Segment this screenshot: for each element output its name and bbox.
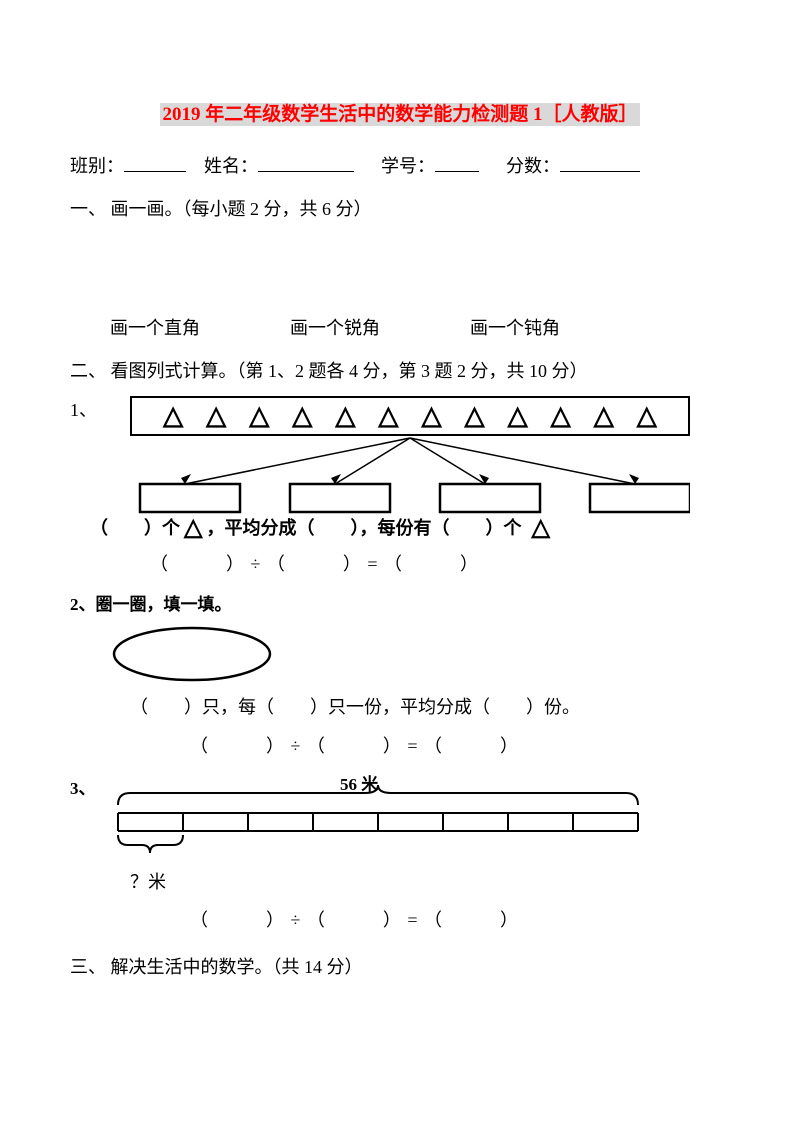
score-blank[interactable] bbox=[560, 154, 640, 172]
triangle-icon: △ bbox=[637, 403, 657, 429]
triangle-icon: △ bbox=[594, 403, 614, 429]
name-blank[interactable] bbox=[258, 154, 354, 172]
id-blank[interactable] bbox=[435, 154, 479, 172]
triangle-icon: △ bbox=[335, 403, 355, 429]
triangle-icon: △ bbox=[378, 403, 398, 429]
section-1-heading: 一、 画一画。（每小题 2 分，共 6 分） bbox=[70, 195, 730, 224]
triangle-icon: △ bbox=[206, 403, 226, 429]
acute-angle-label: 画一个锐角 bbox=[290, 314, 380, 343]
page-title: 2019 年二年级数学生活中的数学能力检测题 1［人教版］ bbox=[70, 100, 730, 130]
angle-labels-row: 画一个直角 画一个锐角 画一个钝角 bbox=[110, 314, 730, 343]
q1-part-b: ，平均分成（ ），每份有（ ）个 bbox=[206, 514, 521, 543]
q3-ruler-diagram bbox=[100, 775, 660, 865]
triangle-icon: △ bbox=[249, 403, 269, 429]
class-label: 班别： bbox=[70, 156, 124, 176]
q3-number: 3、 bbox=[70, 775, 100, 802]
student-info-row: 班别： 姓名： 学号： 分数： bbox=[70, 152, 730, 181]
section-2-heading: 二、 看图列式计算。（第 1、2 题各 4 分，第 3 题 2 分，共 10 分… bbox=[70, 357, 730, 386]
triangle-icon: △ bbox=[465, 403, 485, 429]
class-blank[interactable] bbox=[124, 154, 186, 172]
triangle-icon: △ bbox=[551, 403, 571, 429]
right-angle-label: 画一个直角 bbox=[110, 314, 200, 343]
title-text: 2019 年二年级数学生活中的数学能力检测题 1［人教版］ bbox=[160, 103, 639, 126]
triangle-icon: △ bbox=[163, 403, 183, 429]
q1-arrows-diagram bbox=[130, 436, 690, 514]
q2-fill-line: （ ）只，每（ ）只一份，平均分成（ ）份。 bbox=[130, 693, 730, 722]
obtuse-angle-label: 画一个钝角 bbox=[470, 314, 560, 343]
id-label: 学号： bbox=[381, 156, 435, 176]
q1-triangle-box: △ △ △ △ △ △ △ △ △ △ △ △ bbox=[130, 396, 690, 436]
q1-part-a: （ ）个 bbox=[90, 514, 180, 543]
q3-length-label: 56 米 bbox=[340, 771, 378, 798]
q3-equation: （ ） ÷ （ ） = （ ） bbox=[190, 906, 730, 935]
name-label: 姓名： bbox=[204, 156, 258, 176]
q1-equation: （ ） ÷ （ ） = （ ） bbox=[150, 550, 730, 579]
score-label: 分数： bbox=[506, 156, 560, 176]
triangle-icon: △ bbox=[508, 403, 528, 429]
q3-question-label: ？米 bbox=[130, 868, 660, 897]
triangle-icon: △ bbox=[292, 403, 312, 429]
triangle-icon: △ bbox=[525, 516, 549, 540]
triangle-icon: △ bbox=[421, 403, 441, 429]
q1-fill-line: （ ）个 △ ，平均分成（ ），每份有（ ）个 △ bbox=[90, 514, 730, 543]
q1-number: 1、 bbox=[70, 396, 100, 425]
q2-ellipse bbox=[110, 624, 730, 693]
q2-equation: （ ） ÷ （ ） = （ ） bbox=[190, 732, 730, 761]
section-3-heading: 三、 解决生活中的数学。（共 14 分） bbox=[70, 953, 730, 982]
triangle-icon: △ bbox=[184, 516, 202, 540]
q2-title: 2、圈一圈，填一填。 bbox=[70, 591, 730, 618]
